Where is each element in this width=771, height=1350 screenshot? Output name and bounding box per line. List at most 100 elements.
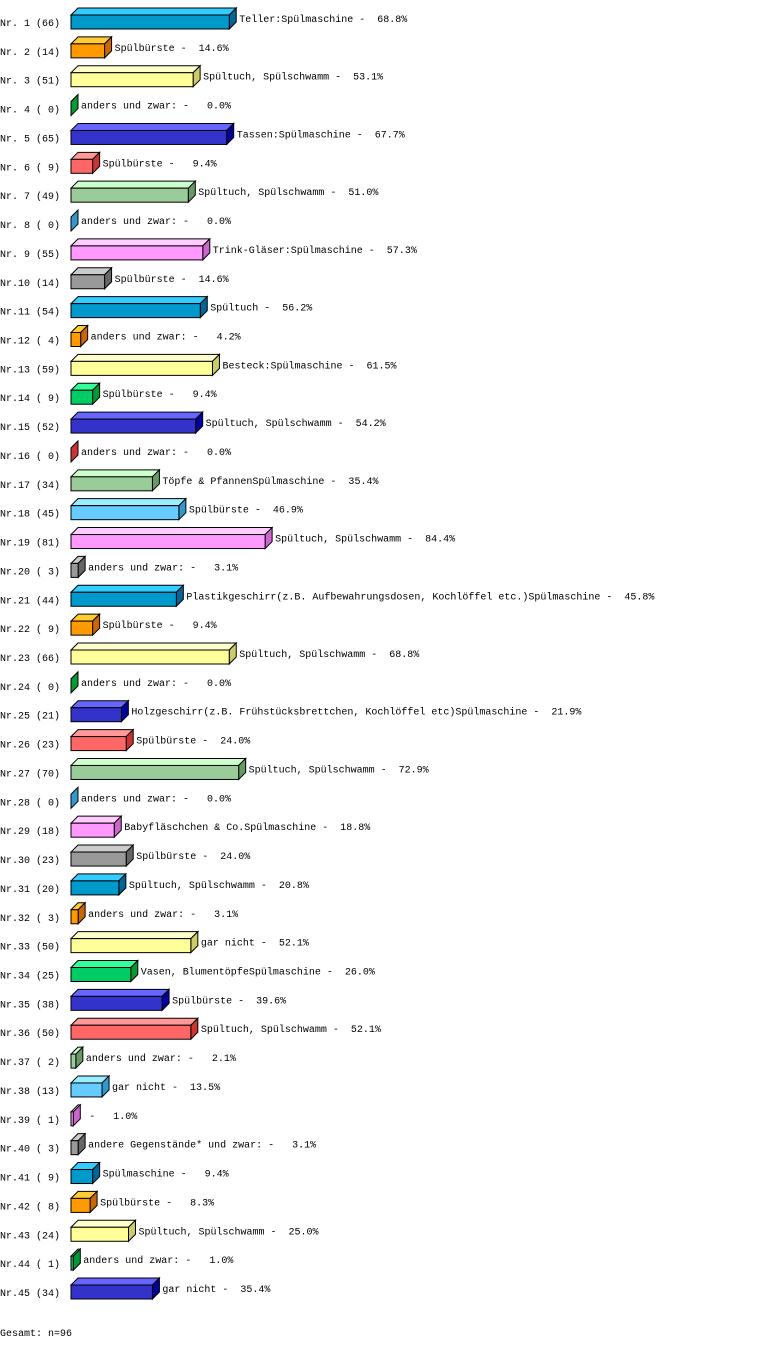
bar bbox=[70, 332, 82, 347]
data-label: Spültuch, Spülschwamm - 51.0% bbox=[198, 187, 378, 199]
bar bbox=[70, 389, 94, 405]
y-tick-label: Nr.22 ( 9) bbox=[0, 624, 60, 636]
total-footer: Gesamt: n=96 bbox=[0, 1329, 72, 1340]
data-label: Spültuch, Spülschwamm - 84.4% bbox=[275, 534, 455, 546]
data-label: Tassen:Spülmaschine - 67.7% bbox=[237, 129, 405, 141]
data-label: anders und zwar: - 0.0% bbox=[81, 447, 231, 459]
bar-top bbox=[69, 584, 185, 593]
data-label: Besteck:Spülmaschine - 61.5% bbox=[222, 360, 396, 372]
y-tick-label: Nr.45 (34) bbox=[0, 1288, 60, 1300]
y-tick-label: Nr.23 (66) bbox=[0, 653, 60, 665]
bars-group: Nr. 1 (66) Teller:Spülmaschine - 68.8% Nr.… bbox=[0, 6, 654, 1301]
bar bbox=[70, 187, 189, 203]
data-label: Trink-Gläser:Spülmaschine - 57.3% bbox=[213, 245, 417, 257]
bar bbox=[70, 534, 266, 550]
bar bbox=[70, 1255, 74, 1271]
bar-side bbox=[70, 670, 79, 695]
data-label: Spültuch, Spülschwamm - 20.8% bbox=[129, 880, 309, 892]
bar bbox=[70, 303, 201, 319]
y-tick-label: Nr.41 ( 9) bbox=[0, 1173, 60, 1185]
bar-top bbox=[69, 729, 135, 738]
bar bbox=[70, 505, 180, 521]
data-label: Vasen, BlumentöpfeSpülmaschine - 26.0% bbox=[141, 967, 375, 979]
bar-top bbox=[69, 1277, 161, 1286]
y-tick-label: Nr.15 (52) bbox=[0, 422, 60, 434]
data-label: Holzgeschirr(z.B. Frühstücksbrettchen, K… bbox=[131, 707, 581, 719]
data-label: gar nicht - 52.1% bbox=[201, 938, 309, 950]
bar bbox=[70, 1226, 129, 1242]
data-label: Spültuch, Spülschwamm - 72.9% bbox=[249, 764, 429, 776]
bar bbox=[70, 880, 120, 896]
data-label: anders und zwar: - 0.0% bbox=[81, 216, 231, 228]
y-tick-label: Nr. 1 (66) bbox=[0, 18, 60, 30]
data-label: Spültuch, Spülschwamm - 52.1% bbox=[201, 1024, 381, 1036]
bar bbox=[70, 591, 177, 607]
bar bbox=[70, 764, 240, 780]
y-tick-label: Nr.20 ( 3) bbox=[0, 566, 60, 578]
bar bbox=[70, 1284, 153, 1300]
bar-top bbox=[69, 931, 200, 940]
data-label: Spültuch, Spülschwamm - 68.8% bbox=[239, 649, 419, 661]
data-label: anders und zwar: - 4.2% bbox=[91, 332, 241, 344]
y-tick-label: Nr.14 ( 9) bbox=[0, 393, 60, 405]
bar bbox=[70, 909, 79, 925]
bar-top bbox=[69, 1219, 137, 1228]
y-tick-label: Nr.34 (25) bbox=[0, 971, 60, 983]
data-label: Spülbürste - 39.6% bbox=[172, 995, 286, 1007]
data-label: gar nicht - 35.4% bbox=[162, 1284, 270, 1296]
bar bbox=[70, 72, 194, 88]
data-label: gar nicht - 13.5% bbox=[112, 1082, 220, 1094]
y-tick-label: Nr.11 (54) bbox=[0, 307, 60, 319]
y-tick-label: Nr.32 ( 3) bbox=[0, 913, 60, 925]
data-label: Spülbürste - 24.0% bbox=[136, 851, 250, 863]
y-tick-label: Nr.31 (20) bbox=[0, 884, 60, 896]
y-tick-label: Nr. 8 ( 0) bbox=[0, 220, 60, 232]
y-tick-label: Nr.28 ( 0) bbox=[0, 797, 60, 809]
y-tick-label: Nr.40 ( 3) bbox=[0, 1144, 60, 1156]
bar bbox=[70, 649, 230, 665]
bar-top bbox=[69, 844, 135, 853]
data-label: Spülbürste - 46.9% bbox=[189, 505, 303, 517]
bar-top bbox=[69, 815, 123, 824]
bar-side bbox=[70, 208, 79, 233]
data-label: Spültuch, Spülschwamm - 25.0% bbox=[139, 1226, 319, 1238]
data-label: anders und zwar: - 3.1% bbox=[88, 909, 238, 921]
bar bbox=[70, 476, 153, 492]
bar bbox=[70, 967, 132, 982]
bar-top bbox=[69, 296, 209, 305]
bar bbox=[70, 1053, 77, 1069]
bar bbox=[70, 1024, 192, 1040]
y-tick-label: Nr.24 ( 0) bbox=[0, 682, 60, 694]
data-label: Babyfläschchen & Co.Spülmaschine - 18.8% bbox=[124, 822, 370, 834]
y-tick-label: Nr.10 (14) bbox=[0, 278, 60, 290]
bar-top bbox=[69, 180, 197, 189]
bar bbox=[70, 245, 204, 261]
y-tick-label: Nr.13 (59) bbox=[0, 364, 60, 376]
bar bbox=[70, 562, 79, 578]
bar bbox=[70, 274, 106, 290]
y-tick-label: Nr. 2 (14) bbox=[0, 47, 60, 59]
bar bbox=[70, 620, 94, 636]
bar-top bbox=[69, 7, 238, 16]
data-label: Töpfe & PfannenSpülmaschine - 35.4% bbox=[162, 476, 378, 488]
bar-top bbox=[69, 238, 211, 247]
y-tick-label: Nr. 7 (49) bbox=[0, 191, 60, 203]
y-tick-label: Nr.33 (50) bbox=[0, 942, 60, 954]
bar bbox=[70, 707, 122, 723]
data-label: Spültuch, Spülschwamm - 54.2% bbox=[206, 418, 386, 430]
y-tick-label: Nr.44 ( 1) bbox=[0, 1259, 60, 1271]
bar-top bbox=[69, 65, 202, 74]
bar bbox=[70, 1111, 74, 1127]
y-tick-label: Nr.12 ( 4) bbox=[0, 336, 60, 348]
bar-top bbox=[69, 642, 238, 651]
y-tick-label: Nr.19 (81) bbox=[0, 538, 60, 550]
y-tick-label: Nr.18 (45) bbox=[0, 509, 60, 521]
data-label: Spülbürste - 9.4% bbox=[103, 620, 217, 632]
bar bbox=[70, 129, 228, 145]
bar bbox=[70, 995, 163, 1011]
y-tick-label: Nr.26 (23) bbox=[0, 740, 60, 752]
bar-top bbox=[69, 700, 130, 709]
bar bbox=[70, 1082, 103, 1098]
y-tick-label: Nr.25 (21) bbox=[0, 711, 60, 723]
bar-side bbox=[70, 439, 79, 464]
